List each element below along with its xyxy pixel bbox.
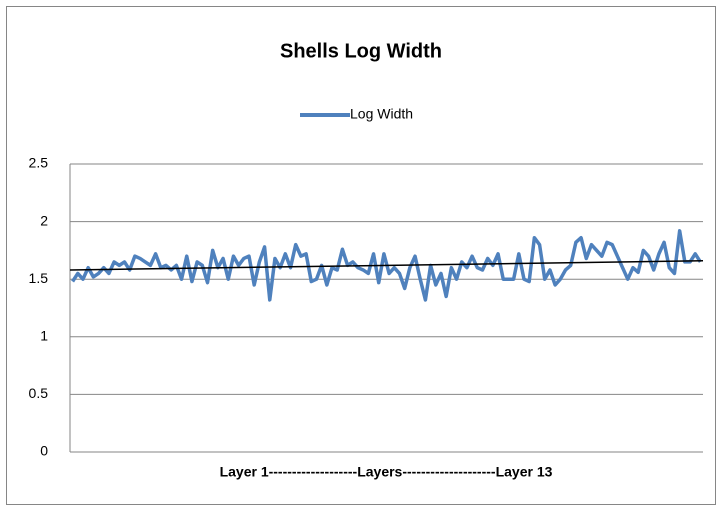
x-axis-title: Layer 1-------------------Layers--------… (220, 464, 553, 480)
trendline (69, 260, 704, 271)
chart-border (6, 6, 716, 505)
y-tick-label: 0.5 (29, 385, 49, 401)
chart-title: Shells Log Width (280, 40, 442, 62)
y-tick-label: 1 (40, 328, 48, 344)
y-tick-label: 2.5 (29, 155, 49, 171)
legend-label: Log Width (350, 106, 413, 122)
y-tick-label: 1.5 (29, 270, 49, 286)
y-tick-label: 0 (40, 443, 48, 459)
y-tick-label: 2 (40, 212, 48, 228)
